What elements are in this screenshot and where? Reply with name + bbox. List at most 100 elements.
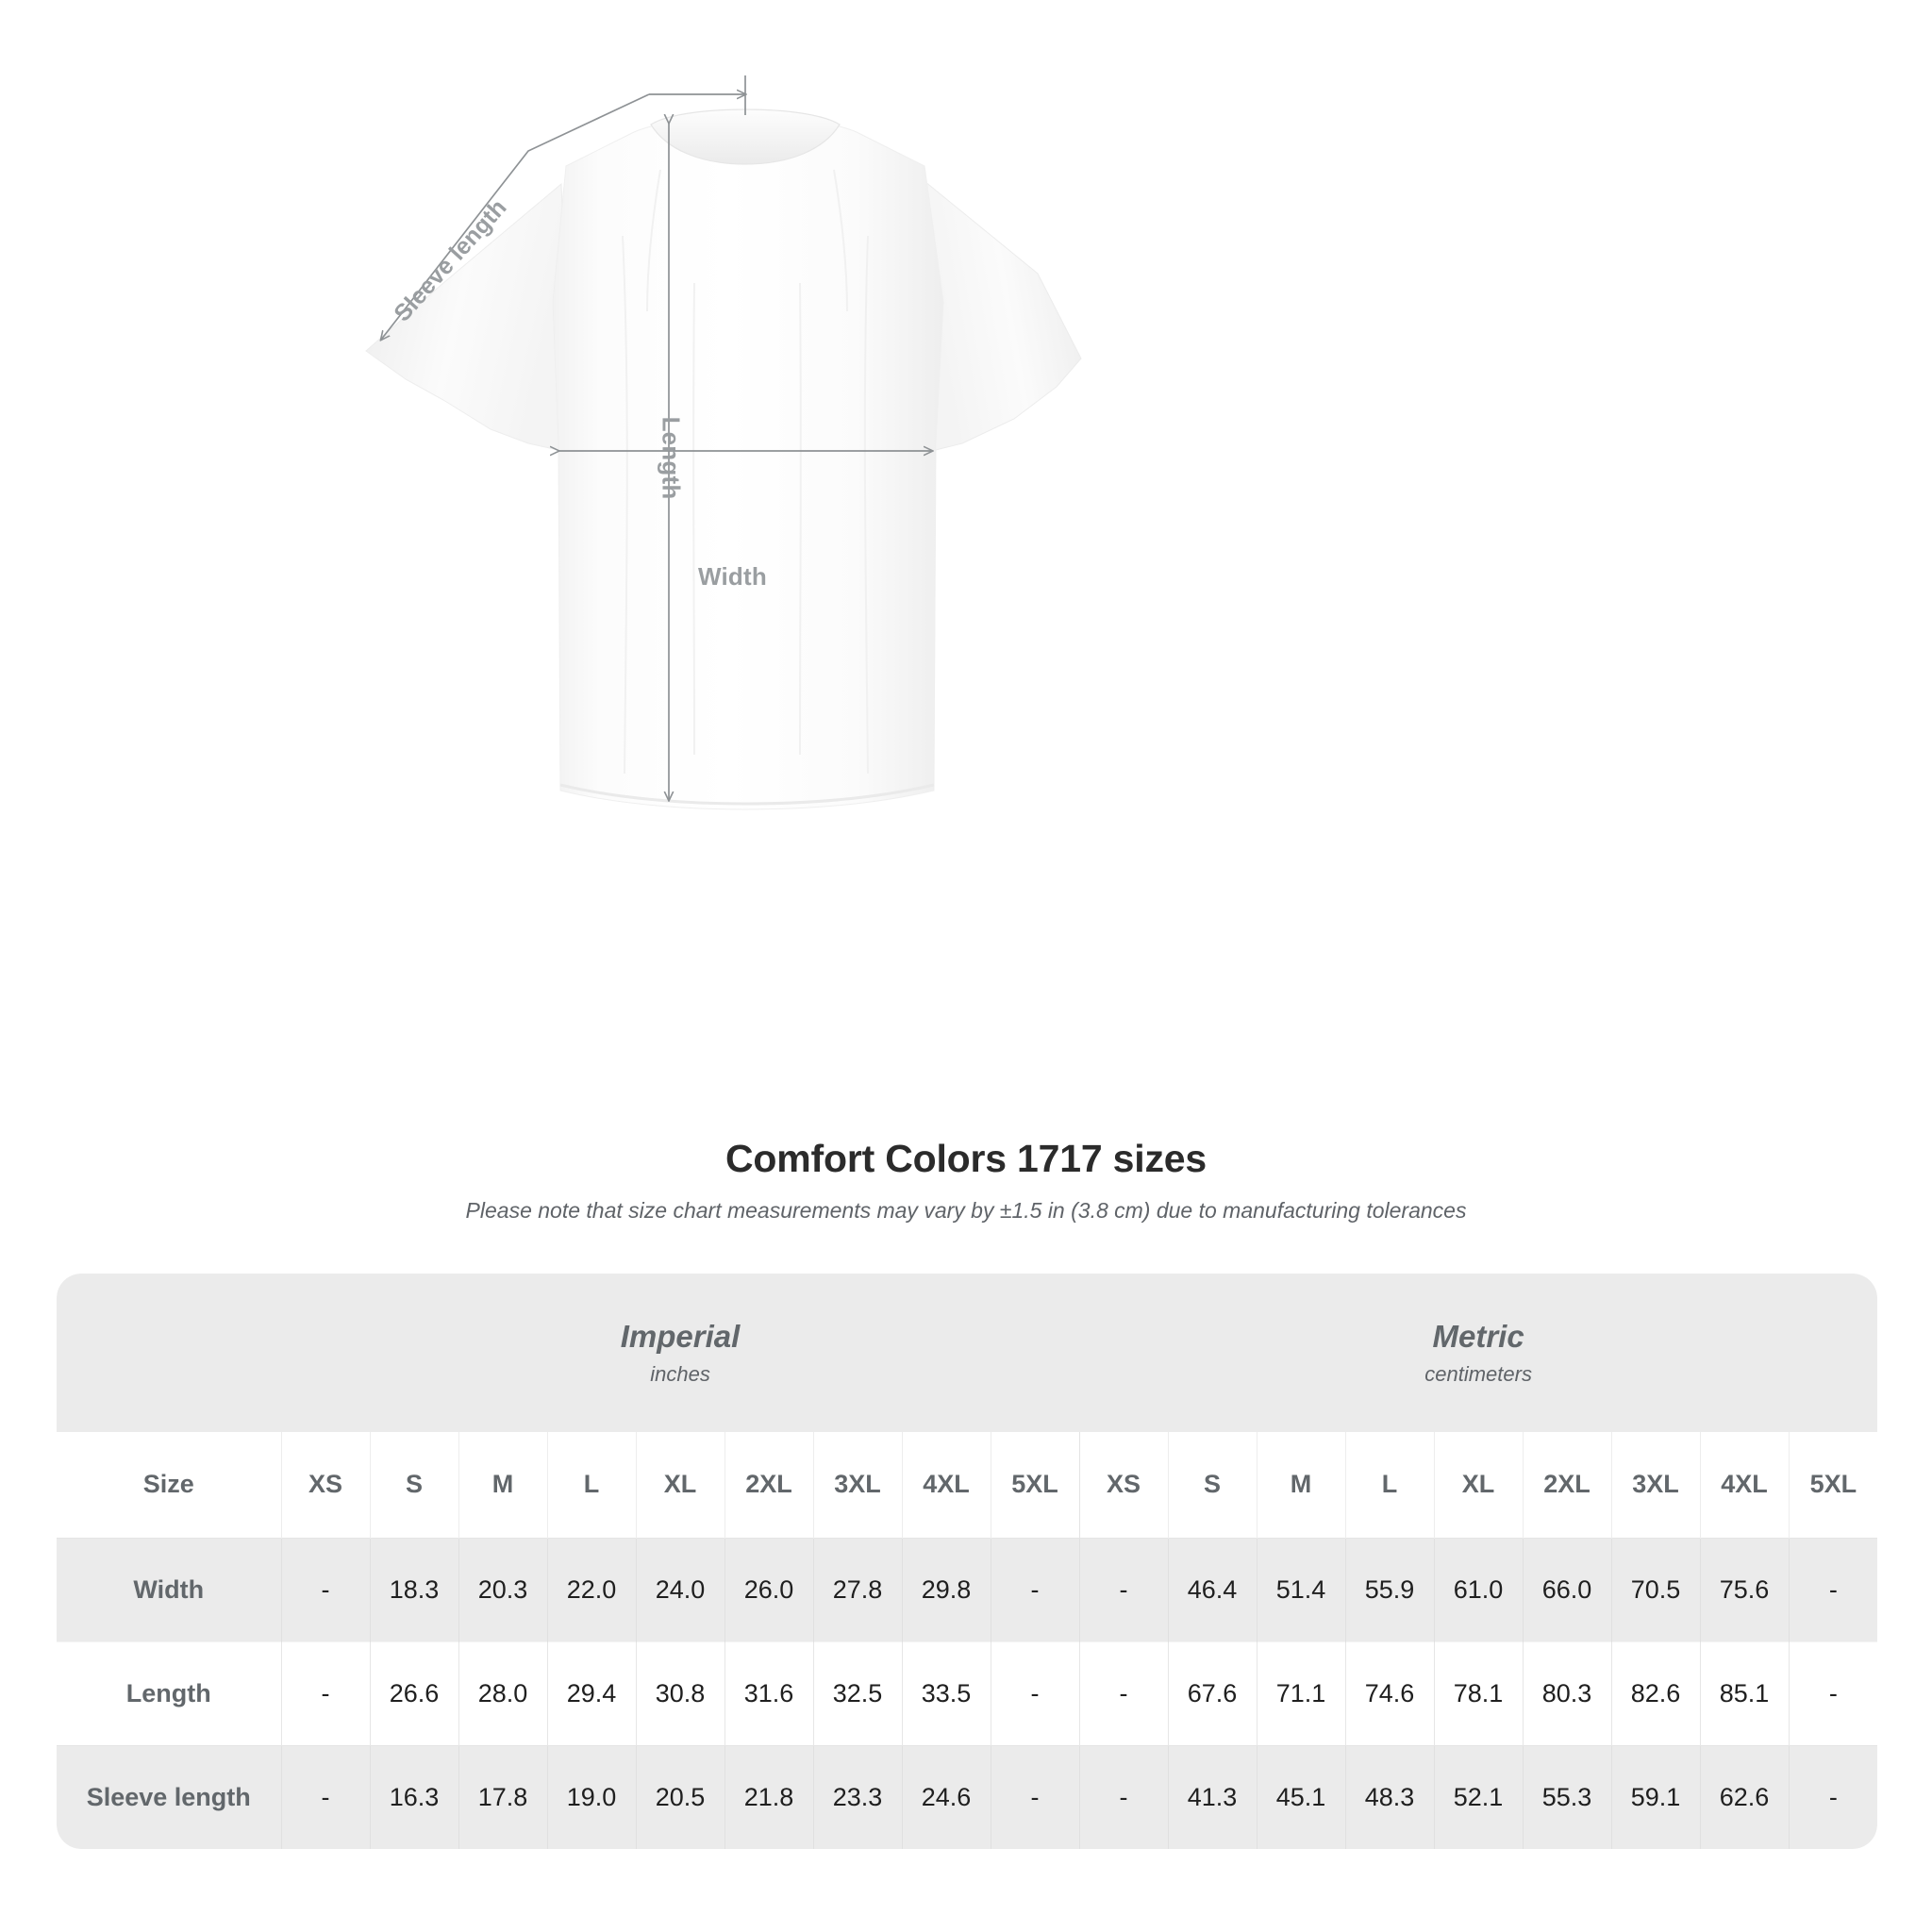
size-header-imperial-xs: XS <box>280 1432 370 1538</box>
cell-sleeve-imperial-2xl: 21.8 <box>724 1744 813 1849</box>
width-label: Width <box>698 562 767 591</box>
cell-length-imperial-5xl: - <box>990 1641 1080 1745</box>
cell-width-imperial-4xl: 29.8 <box>901 1537 991 1641</box>
tshirt-diagram-svg <box>365 75 1082 810</box>
cell-sleeve-metric-5xl: - <box>1788 1744 1878 1849</box>
cell-width-metric-xl: 61.0 <box>1433 1537 1524 1641</box>
title-block: Comfort Colors 1717 sizes Please note th… <box>0 1137 1932 1224</box>
unit-header-imperial: Imperial inches <box>281 1274 1080 1432</box>
length-label: Length <box>657 416 686 500</box>
cell-sleeve-metric-4xl: 62.6 <box>1699 1744 1790 1849</box>
cell-sleeve-imperial-l: 19.0 <box>546 1744 636 1849</box>
unit-sub-metric: centimeters <box>1424 1361 1532 1386</box>
size-header-metric-4xl: 4XL <box>1699 1432 1790 1538</box>
size-header-row: Size XS S M L XL 2XL 3XL 4XL 5XL XS S M … <box>57 1432 1878 1538</box>
cell-length-metric-2xl: 80.3 <box>1522 1641 1612 1745</box>
unit-sub-imperial: inches <box>650 1361 710 1386</box>
cell-width-metric-5xl: - <box>1788 1537 1878 1641</box>
cell-length-imperial-l: 29.4 <box>546 1641 636 1745</box>
cell-length-metric-3xl: 82.6 <box>1610 1641 1701 1745</box>
tshirt-illustration: Sleeve length Length Width <box>365 75 1082 810</box>
cell-sleeve-imperial-3xl: 23.3 <box>812 1744 902 1849</box>
size-header-metric-xs: XS <box>1078 1432 1169 1538</box>
table-row: Sleeve length - 16.3 17.8 19.0 20.5 21.8… <box>57 1744 1878 1849</box>
cell-width-metric-2xl: 66.0 <box>1522 1537 1612 1641</box>
size-header-imperial-5xl: 5XL <box>990 1432 1080 1538</box>
size-header-imperial-4xl: 4XL <box>901 1432 991 1538</box>
cell-width-metric-xs: - <box>1078 1537 1169 1641</box>
cell-width-imperial-5xl: - <box>990 1537 1080 1641</box>
size-header-metric-s: S <box>1167 1432 1257 1538</box>
cell-width-imperial-3xl: 27.8 <box>812 1537 902 1641</box>
cell-length-imperial-4xl: 33.5 <box>901 1641 991 1745</box>
row-label-width: Width <box>57 1537 281 1641</box>
page-title: Comfort Colors 1717 sizes <box>725 1137 1207 1180</box>
cell-width-imperial-l: 22.0 <box>546 1537 636 1641</box>
cell-sleeve-metric-s: 41.3 <box>1167 1744 1257 1849</box>
tolerance-note: Please note that size chart measurements… <box>465 1198 1467 1223</box>
cell-sleeve-metric-xl: 52.1 <box>1433 1744 1524 1849</box>
cell-length-metric-l: 74.6 <box>1344 1641 1435 1745</box>
cell-length-metric-4xl: 85.1 <box>1699 1641 1790 1745</box>
cell-sleeve-imperial-xl: 20.5 <box>635 1744 724 1849</box>
unit-header-metric: Metric centimeters <box>1079 1274 1878 1432</box>
cell-width-metric-4xl: 75.6 <box>1699 1537 1790 1641</box>
cell-width-metric-m: 51.4 <box>1256 1537 1346 1641</box>
size-header-imperial-s: S <box>369 1432 458 1538</box>
size-header-imperial-m: M <box>458 1432 547 1538</box>
cell-sleeve-imperial-4xl: 24.6 <box>901 1744 991 1849</box>
cell-width-metric-l: 55.9 <box>1344 1537 1435 1641</box>
cell-sleeve-metric-xs: - <box>1078 1744 1169 1849</box>
size-header-imperial-2xl: 2XL <box>724 1432 813 1538</box>
cell-length-imperial-xs: - <box>280 1641 370 1745</box>
size-header-imperial-l: L <box>546 1432 636 1538</box>
cell-width-imperial-xl: 24.0 <box>635 1537 724 1641</box>
cell-length-imperial-3xl: 32.5 <box>812 1641 902 1745</box>
sleeve-length-line <box>381 93 650 340</box>
cell-length-metric-m: 71.1 <box>1256 1641 1346 1745</box>
unit-header-row: Imperial inches Metric centimeters <box>57 1274 1878 1432</box>
size-header-metric-5xl: 5XL <box>1788 1432 1878 1538</box>
row-label-length: Length <box>57 1641 281 1745</box>
unit-name-imperial: Imperial <box>620 1319 741 1355</box>
table-row: Width - 18.3 20.3 22.0 24.0 26.0 27.8 29… <box>57 1537 1878 1641</box>
cell-width-metric-s: 46.4 <box>1167 1537 1257 1641</box>
cell-length-metric-xl: 78.1 <box>1433 1641 1524 1745</box>
size-header-metric-2xl: 2XL <box>1522 1432 1612 1538</box>
cell-width-imperial-xs: - <box>280 1537 370 1641</box>
unit-header-spacer <box>57 1274 281 1432</box>
size-header-imperial-xl: XL <box>635 1432 724 1538</box>
cell-sleeve-metric-l: 48.3 <box>1344 1744 1435 1849</box>
row-label-sleeve-length: Sleeve length <box>57 1744 281 1849</box>
cell-width-imperial-2xl: 26.0 <box>724 1537 813 1641</box>
cell-length-imperial-2xl: 31.6 <box>724 1641 813 1745</box>
cell-length-metric-xs: - <box>1078 1641 1169 1745</box>
cell-width-metric-3xl: 70.5 <box>1610 1537 1701 1641</box>
cell-sleeve-imperial-m: 17.8 <box>458 1744 547 1849</box>
cell-length-imperial-m: 28.0 <box>458 1641 547 1745</box>
cell-sleeve-imperial-xs: - <box>280 1744 370 1849</box>
cell-length-metric-5xl: - <box>1788 1641 1878 1745</box>
size-header-label: Size <box>57 1432 281 1538</box>
cell-width-imperial-m: 20.3 <box>458 1537 547 1641</box>
cell-length-imperial-s: 26.6 <box>369 1641 458 1745</box>
cell-sleeve-imperial-5xl: - <box>990 1744 1080 1849</box>
unit-name-metric: Metric <box>1432 1319 1524 1355</box>
cell-sleeve-metric-2xl: 55.3 <box>1522 1744 1612 1849</box>
cell-width-imperial-s: 18.3 <box>369 1537 458 1641</box>
size-header-metric-l: L <box>1344 1432 1435 1538</box>
size-header-metric-3xl: 3XL <box>1610 1432 1701 1538</box>
size-header-imperial-3xl: 3XL <box>812 1432 902 1538</box>
cell-length-metric-s: 67.6 <box>1167 1641 1257 1745</box>
size-table-wrapper: Imperial inches Metric centimeters Size … <box>57 1274 1878 1849</box>
table-row: Length - 26.6 28.0 29.4 30.8 31.6 32.5 3… <box>57 1641 1878 1745</box>
tshirt-garment <box>365 108 1082 810</box>
cell-sleeve-metric-3xl: 59.1 <box>1610 1744 1701 1849</box>
cell-sleeve-imperial-s: 16.3 <box>369 1744 458 1849</box>
size-header-metric-m: M <box>1256 1432 1346 1538</box>
size-table: Imperial inches Metric centimeters Size … <box>57 1274 1878 1849</box>
size-header-metric-xl: XL <box>1433 1432 1524 1538</box>
cell-length-imperial-xl: 30.8 <box>635 1641 724 1745</box>
cell-sleeve-metric-m: 45.1 <box>1256 1744 1346 1849</box>
